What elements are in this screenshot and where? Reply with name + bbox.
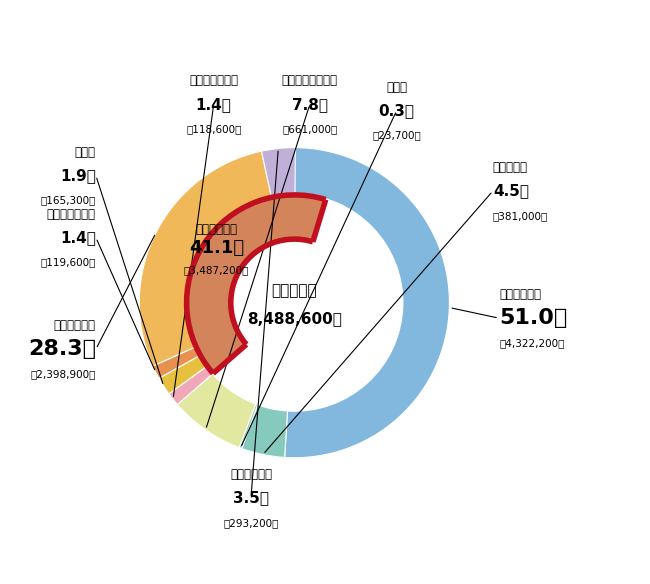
Text: 3.5％: 3.5％ [233,491,269,506]
Text: 空き家総数: 空き家総数 [272,283,317,298]
Wedge shape [242,405,287,457]
Text: 共同住宅：木造: 共同住宅：木造 [189,74,239,88]
Wedge shape [187,195,326,373]
Text: 4.5％: 4.5％ [493,183,529,199]
Text: 1.9％: 1.9％ [60,168,96,183]
Text: （23,700）: （23,700） [372,130,421,140]
Circle shape [231,239,358,366]
Wedge shape [139,151,271,366]
Text: （118,600）: （118,600） [186,124,241,134]
Text: その他: その他 [386,81,407,93]
Text: （2,398,900）: （2,398,900） [31,369,96,379]
Wedge shape [169,367,213,405]
Text: その他の住宅: その他の住宅 [195,223,237,236]
Wedge shape [159,356,207,394]
Text: 共同住宅：非木造: 共同住宅：非木造 [282,74,338,88]
Text: 0.3％: 0.3％ [379,103,415,118]
Text: 賃貸用の住宅: 賃貸用の住宅 [499,288,541,301]
Text: 8,488,600戸: 8,488,600戸 [247,311,342,326]
Wedge shape [239,404,257,449]
Wedge shape [261,148,295,197]
Text: （661,000）: （661,000） [282,124,337,134]
Text: 1.4％: 1.4％ [196,97,231,112]
Text: 7.8％: 7.8％ [292,97,328,112]
Text: （4,322,200）: （4,322,200） [499,338,564,348]
Text: 41.1％: 41.1％ [188,239,244,258]
Text: 長屋建: 長屋建 [75,146,96,159]
Wedge shape [153,347,200,378]
Wedge shape [285,148,449,458]
Text: 二次的住宅: 二次的住宅 [493,161,528,174]
Text: （119,600）: （119,600） [40,258,96,267]
Text: 1.4％: 1.4％ [60,230,96,245]
Text: （3,487,200）: （3,487,200） [183,265,249,275]
Text: （381,000）: （381,000） [493,211,548,221]
Text: 一戸建：木造: 一戸建：木造 [54,319,96,332]
Wedge shape [177,374,255,447]
Text: 51.0％: 51.0％ [499,308,567,328]
Text: （165,300）: （165,300） [40,195,96,206]
Text: 一戸建：非木造: 一戸建：非木造 [47,208,96,221]
Text: 売却用の住宅: 売却用の住宅 [230,468,272,481]
Text: （293,200）: （293,200） [223,518,279,528]
Text: 28.3％: 28.3％ [28,339,96,359]
